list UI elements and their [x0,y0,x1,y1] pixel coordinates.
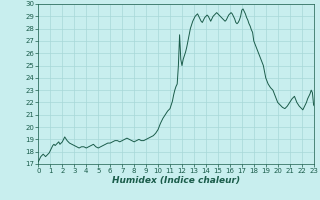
X-axis label: Humidex (Indice chaleur): Humidex (Indice chaleur) [112,176,240,185]
